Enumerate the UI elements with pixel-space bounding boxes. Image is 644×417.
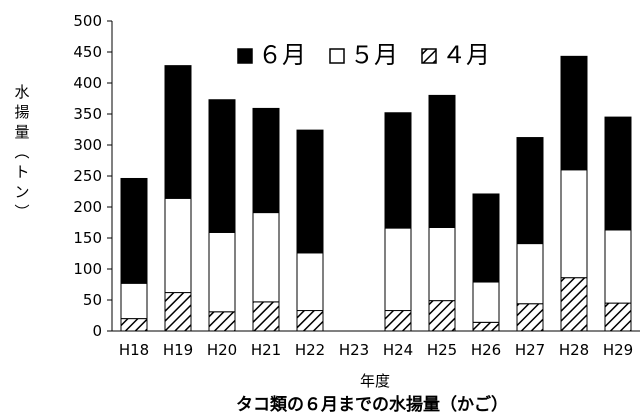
y-axis-label: 水揚量︵トン︶ [14,83,29,221]
bar-segment [296,129,324,254]
x-tick-label: H20 [207,341,237,359]
bar-segment [428,94,456,228]
bar-segment [560,277,588,332]
x-axis: H18 H19 H20 H21 H22 H23 H24 H25 H26 H27 H28 H29 [112,330,640,359]
x-tick-label: H29 [603,341,633,359]
x-tick-label: H24 [383,341,413,359]
y-tick-label: 50 [83,291,102,309]
bar-segment [516,243,544,305]
x-tick-label: H21 [251,341,281,359]
bar-segment [560,169,588,279]
y-tick-label: 500 [73,12,102,30]
y-tick-label: 350 [73,105,102,123]
x-tick-label: H22 [295,341,325,359]
bar-segment [516,137,544,245]
bar-segment [428,300,456,332]
y-tick-label: 150 [73,229,102,247]
bar-segment [296,252,324,312]
bar-segment [428,226,456,302]
bar-segment [560,55,588,171]
bar-segment [472,193,500,283]
bar-segment [208,99,236,233]
bar-segment [384,112,412,229]
y-tick-label: 450 [73,43,102,61]
legend-label: ４月 [442,41,490,69]
bar-segment [516,303,544,332]
x-tick-label: H23 [339,341,369,359]
bars [120,55,632,332]
bar-segment [120,318,148,332]
x-axis-label: 年度 [360,372,390,390]
bar-segment [252,212,280,303]
bar-segment [252,107,280,214]
x-tick-label: H26 [471,341,501,359]
x-tick-label: H28 [559,341,589,359]
bar-segment [472,281,500,323]
x-tick-label: H18 [119,341,149,359]
y-tick-label: 200 [73,198,102,216]
chart-title: タコ類の６月までの水揚量（かご） [236,394,508,415]
x-tick-label: H19 [163,341,193,359]
bar-segment [120,177,148,284]
bar-segment [164,197,192,294]
bar-segment [164,65,192,199]
bar-segment [604,229,632,304]
legend-swatch [329,48,345,64]
bar-segment [384,227,412,312]
bar-segment [164,292,192,332]
y-tick-label: 300 [73,136,102,154]
legend-swatch [421,48,437,64]
bar-segment [472,321,500,332]
y-axis: 0 50 100 150 200 250 300 350 400 450 500 [73,12,113,340]
y-tick-label: 100 [73,260,102,278]
x-tick-label: H27 [515,341,545,359]
legend: ６月 ５月 ４月 [237,41,490,69]
legend-swatch [237,48,253,64]
bar-segment [208,311,236,332]
y-tick-label: 0 [92,322,102,340]
bar-segment [252,301,280,332]
bar-segment [604,302,632,332]
bar-segment [296,310,324,332]
y-tick-label: 250 [73,167,102,185]
bar-segment [120,282,148,320]
legend-label: ５月 [350,41,398,69]
y-tick-label: 400 [73,74,102,92]
x-tick-label: H25 [427,341,457,359]
bar-segment [604,116,632,231]
bar-segment [384,310,412,332]
legend-label: ６月 [258,41,306,69]
bar-segment [208,231,236,313]
